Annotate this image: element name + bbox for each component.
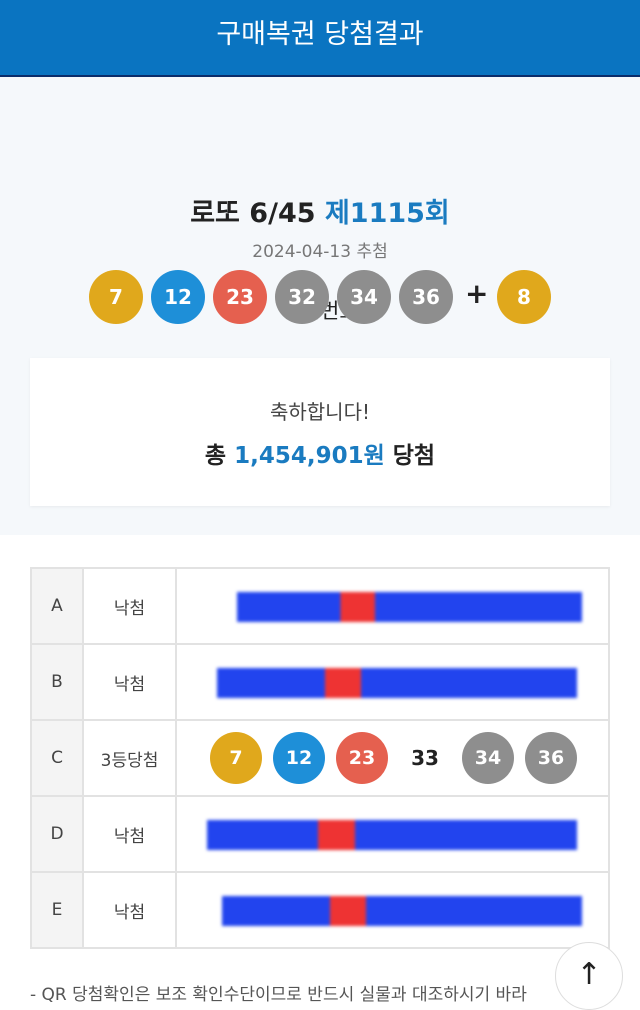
- ticket-row: C 3등당첨 7 12 23 33 34 36: [30, 719, 610, 797]
- redacted-numbers: [222, 896, 582, 926]
- ticket-row: A 낙첨: [30, 567, 610, 645]
- arrow-up-icon: ↑: [576, 957, 602, 992]
- ticket-label: A: [30, 567, 84, 645]
- ticket-label: E: [30, 871, 84, 949]
- winning-ball: 36: [399, 270, 453, 324]
- matched-ball: 34: [462, 732, 514, 784]
- matched-ball: 7: [210, 732, 262, 784]
- page-header: 구매복권 당첨결과: [0, 0, 640, 77]
- total-prize: 총 1,454,901원 당첨: [30, 436, 610, 470]
- total-prefix: 총: [204, 443, 227, 469]
- matched-ball: 36: [525, 732, 577, 784]
- ticket-label: D: [30, 795, 84, 873]
- winning-ball: 7: [89, 270, 143, 324]
- ticket-status: 낙첨: [82, 795, 177, 873]
- redacted-numbers: [207, 820, 577, 850]
- winning-ball: 34: [337, 270, 391, 324]
- draw-summary: 로또 6/45 제1115회 2024-04-13 추첨 당첨번호 712233…: [0, 77, 640, 535]
- prize-amount: 1,454,901원: [234, 443, 385, 469]
- qr-notice: - QR 당첨확인은 보조 확인수단이므로 반드시 실물과 대조하시기 바라: [30, 985, 527, 1005]
- ticket-row: B 낙첨: [30, 643, 610, 721]
- winning-ball: 32: [275, 270, 329, 324]
- ticket-numbers: 7 12 23 33 34 36: [175, 719, 610, 797]
- ticket-label: B: [30, 643, 84, 721]
- ticket-row: D 낙첨: [30, 795, 610, 873]
- redacted-numbers: [237, 592, 582, 622]
- ticket-table: A 낙첨 B 낙첨 C 3등당첨 7 12 23 33 34 36 D 낙첨 E 낙첨: [30, 567, 610, 949]
- page-title: 구매복권 당첨결과: [216, 19, 424, 50]
- draw-title: 로또 6/45 제1115회: [0, 191, 640, 230]
- bonus-ball: 8: [497, 270, 551, 324]
- ticket-numbers: [175, 795, 610, 873]
- ticket-status: 3등당첨: [82, 719, 177, 797]
- winning-ball: 23: [213, 270, 267, 324]
- game-name: 로또 6/45: [190, 198, 316, 229]
- draw-date: 2024-04-13 추첨: [252, 242, 388, 262]
- scroll-top-button[interactable]: ↑: [555, 942, 623, 1010]
- unmatched-number: 33: [411, 746, 439, 770]
- ticket-status: 낙첨: [82, 567, 177, 645]
- ticket-numbers: [175, 567, 610, 645]
- ticket-status: 낙첨: [82, 643, 177, 721]
- ticket-label: C: [30, 719, 84, 797]
- ticket-status: 낙첨: [82, 871, 177, 949]
- plus-sign: +: [465, 277, 489, 310]
- ticket-numbers: [175, 643, 610, 721]
- ticket-row: E 낙첨: [30, 871, 610, 949]
- result-card: 축하합니다! 총 1,454,901원 당첨: [30, 358, 610, 506]
- winning-ball: 12: [151, 270, 205, 324]
- redacted-numbers: [217, 668, 577, 698]
- matched-ball: 23: [336, 732, 388, 784]
- congrats-text: 축하합니다!: [269, 400, 371, 424]
- ticket-numbers: [175, 871, 610, 949]
- round-number: 제1115회: [324, 198, 450, 229]
- matched-ball: 12: [273, 732, 325, 784]
- total-suffix: 당첨: [392, 443, 436, 469]
